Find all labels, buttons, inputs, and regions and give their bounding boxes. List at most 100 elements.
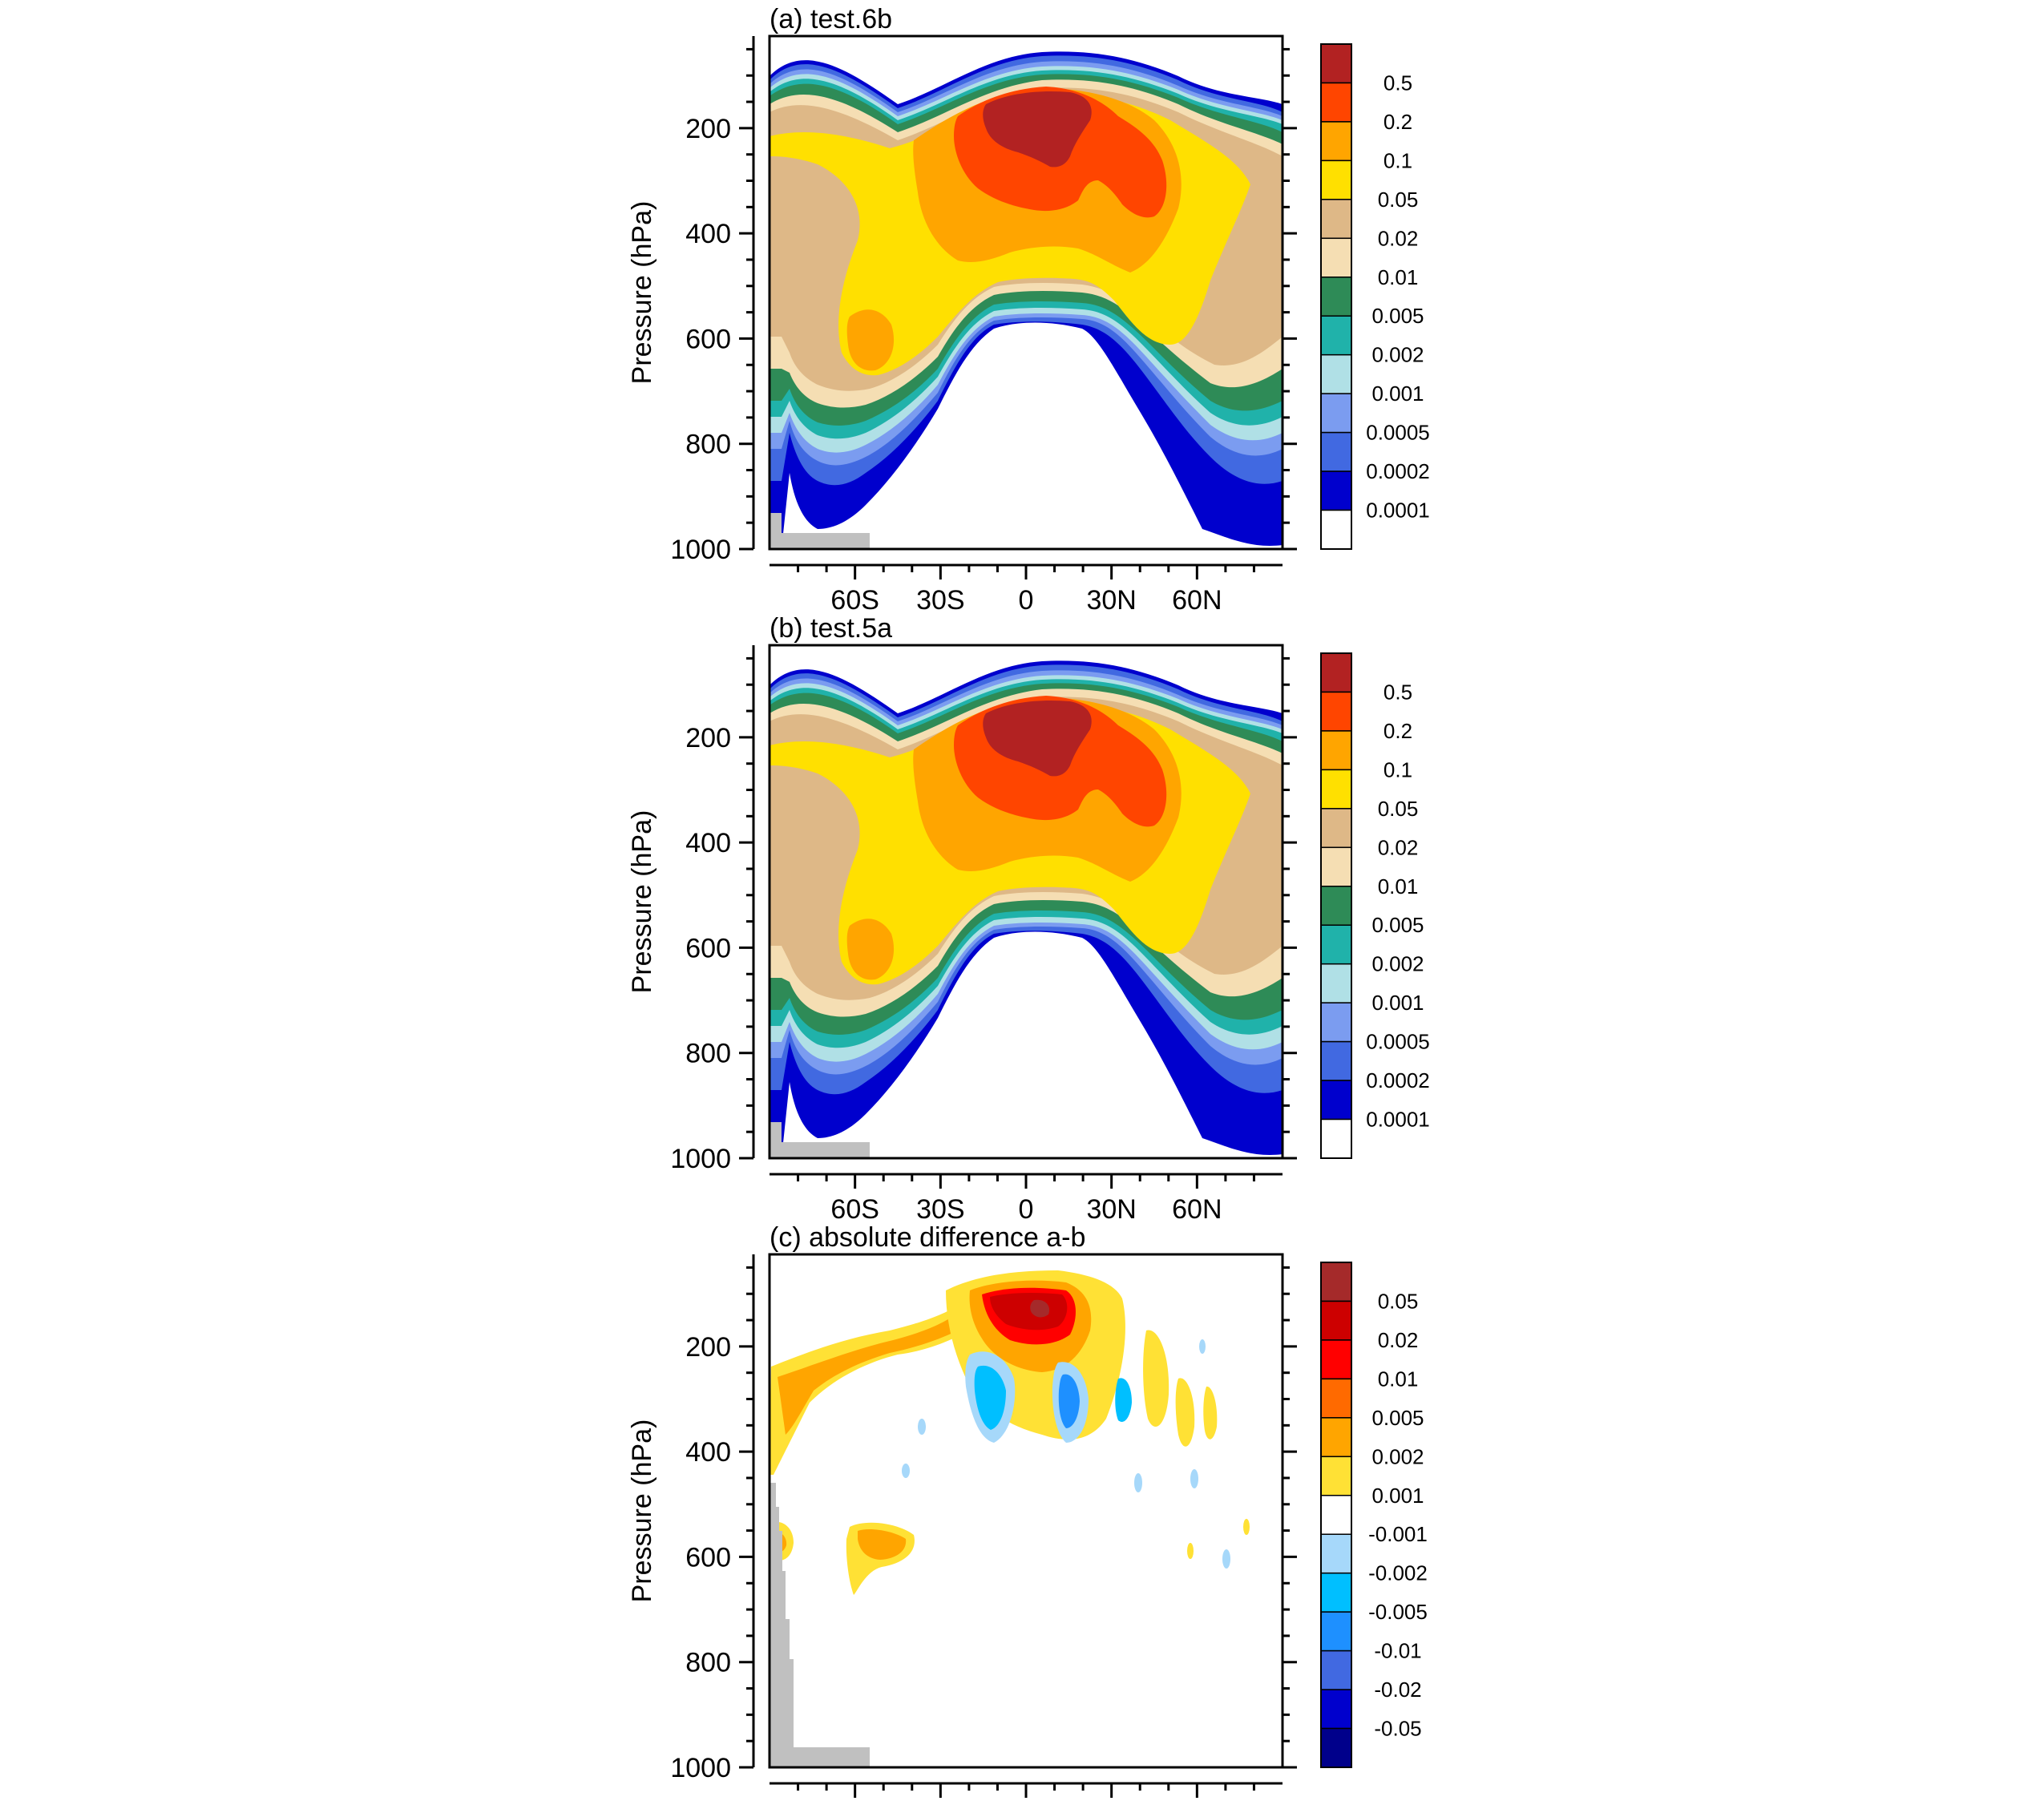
panel-c-ylabel: Pressure (hPa): [627, 1419, 657, 1603]
colorbar-box: [1320, 160, 1352, 200]
panel-c-title: (c) absolute difference a-b: [770, 1222, 1085, 1253]
colorbar-label: 0.01: [1378, 874, 1419, 898]
diff-dot-4: [1190, 1469, 1198, 1488]
diff-south-cell-orange: [858, 1529, 907, 1560]
diff-blue-blob-1-inner: [974, 1365, 1006, 1430]
colorbar-box: [1320, 652, 1352, 693]
colorbar-box: [1320, 315, 1352, 356]
colorbar-label: 0.002: [1371, 1444, 1424, 1468]
colorbar-box: [1320, 1650, 1352, 1690]
x-tick-label: 30S: [916, 1803, 965, 1805]
y-tick-label: 400: [685, 828, 731, 858]
colorbar-box: [1320, 199, 1352, 240]
diff-dot-1: [918, 1419, 926, 1435]
land-mask: [770, 1142, 870, 1158]
colorbar-label: 0.1: [1384, 757, 1412, 781]
panel-b-title: (b) test.5a: [770, 613, 892, 644]
diff-dot-8: [1243, 1519, 1250, 1535]
colorbar-label: 0.02: [1378, 835, 1419, 859]
colorbar-box: [1320, 1002, 1352, 1043]
colorbar-box: [1320, 963, 1352, 1003]
colorbar-label: -0.001: [1368, 1522, 1428, 1546]
colorbar-frame: [1320, 652, 1352, 1159]
x-tick-label: 30N: [1086, 1194, 1136, 1225]
colorbar-label: 0.0001: [1366, 499, 1430, 523]
diff-blue-blob-3: [1115, 1378, 1132, 1422]
colorbar-box: [1320, 393, 1352, 434]
panel-a-colorbar: 0.5 0.2 0.1 0.05 0.02 0.01 0.005 0.002 0.001 0.00…: [1320, 43, 1430, 550]
colorbar-box: [1320, 769, 1352, 810]
colorbar-box: [1320, 1689, 1352, 1730]
diff-darkred-core: [990, 1293, 1068, 1331]
y-tick-label: 200: [685, 1332, 731, 1363]
y-tick-label: 600: [685, 1542, 731, 1573]
x-tick-label: 30N: [1086, 585, 1136, 616]
colorbar-label: 0.01: [1378, 265, 1419, 289]
contour-0.5: [983, 91, 1092, 168]
colorbar-label: 0.0001: [1366, 1108, 1430, 1132]
colorbar-label: 0.05: [1378, 1289, 1419, 1313]
panel-c-axes: 200 400 600 800 1000 60S 30S 0 30N 60N: [670, 1254, 1297, 1805]
panel-c-frame: [768, 1253, 1284, 1769]
colorbar-label: 0.01: [1378, 1367, 1419, 1391]
colorbar-box: [1320, 1080, 1352, 1121]
diff-dot-7: [1187, 1543, 1194, 1559]
diff-band-yellow-south: [770, 1302, 970, 1475]
contour-0.5: [983, 700, 1092, 777]
contour-0.1-south: [846, 309, 895, 371]
colorbar-box: [1320, 1118, 1352, 1159]
y-tick-label: 800: [685, 430, 731, 460]
colorbar-label: 0.5: [1384, 680, 1412, 704]
colorbar-box: [1320, 1611, 1352, 1652]
colorbar-box: [1320, 1495, 1352, 1535]
colorbar-box: [1320, 1533, 1352, 1574]
colorbar-label: 0.005: [1371, 913, 1424, 937]
colorbar-box: [1320, 237, 1352, 278]
land-mask: [770, 1483, 870, 1767]
x-tick-label: 60N: [1172, 1194, 1222, 1225]
x-tick-label: 30S: [916, 585, 965, 616]
colorbar-box: [1320, 730, 1352, 771]
x-tick-label: 30S: [916, 1194, 965, 1225]
panel-a-axes: 200 400 600 800 1000 60S 30S 0 30N 60N: [670, 36, 1297, 616]
colorbar-box: [1320, 1378, 1352, 1419]
colorbar-label: 0.001: [1371, 382, 1424, 406]
colorbar-box: [1320, 43, 1352, 84]
x-tick-label: 0: [1019, 1803, 1034, 1805]
colorbar-box: [1320, 509, 1352, 550]
colorbar-box: [1320, 431, 1352, 472]
panel-b-field: [770, 660, 1283, 1158]
colorbar-box: [1320, 353, 1352, 394]
panel-b-ylabel: Pressure (hPa): [627, 810, 657, 994]
y-tick-label: 600: [685, 933, 731, 963]
panel-c-colorbar: 0.05 0.02 0.01 0.005 0.002 0.001 -0.001 -0.002 -…: [1320, 1262, 1428, 1768]
colorbar-box: [1320, 1339, 1352, 1380]
colorbar-label: 0.005: [1371, 1406, 1424, 1430]
x-tick-label: 60S: [830, 1803, 879, 1805]
x-tick-label: 0: [1019, 585, 1034, 616]
colorbar-label: -0.02: [1374, 1678, 1421, 1702]
colorbar-frame: [1320, 43, 1352, 550]
colorbar-label: 0.002: [1371, 952, 1424, 976]
y-tick-label: 400: [685, 1437, 731, 1468]
colorbar-label: -0.002: [1368, 1561, 1428, 1585]
colorbar-label: 0.002: [1371, 343, 1424, 367]
panel-a-field: [770, 51, 1283, 549]
colorbar-box: [1320, 470, 1352, 511]
panel-c-field: [770, 1254, 1283, 1767]
y-tick-label: 200: [685, 114, 731, 144]
y-tick-label: 800: [685, 1648, 731, 1678]
diff-streak-3: [1203, 1386, 1218, 1440]
diff-streak-1: [1143, 1330, 1169, 1427]
colorbar-box: [1320, 1300, 1352, 1341]
colorbar-box: [1320, 277, 1352, 317]
y-tick-label: 400: [685, 219, 731, 249]
colorbar-label: 0.0005: [1366, 421, 1430, 445]
x-tick-label: 60S: [830, 585, 879, 616]
contour-0.1-south: [846, 919, 895, 980]
colorbar-label: 0.2: [1384, 719, 1412, 743]
colorbar-label: 0.5: [1384, 71, 1412, 95]
